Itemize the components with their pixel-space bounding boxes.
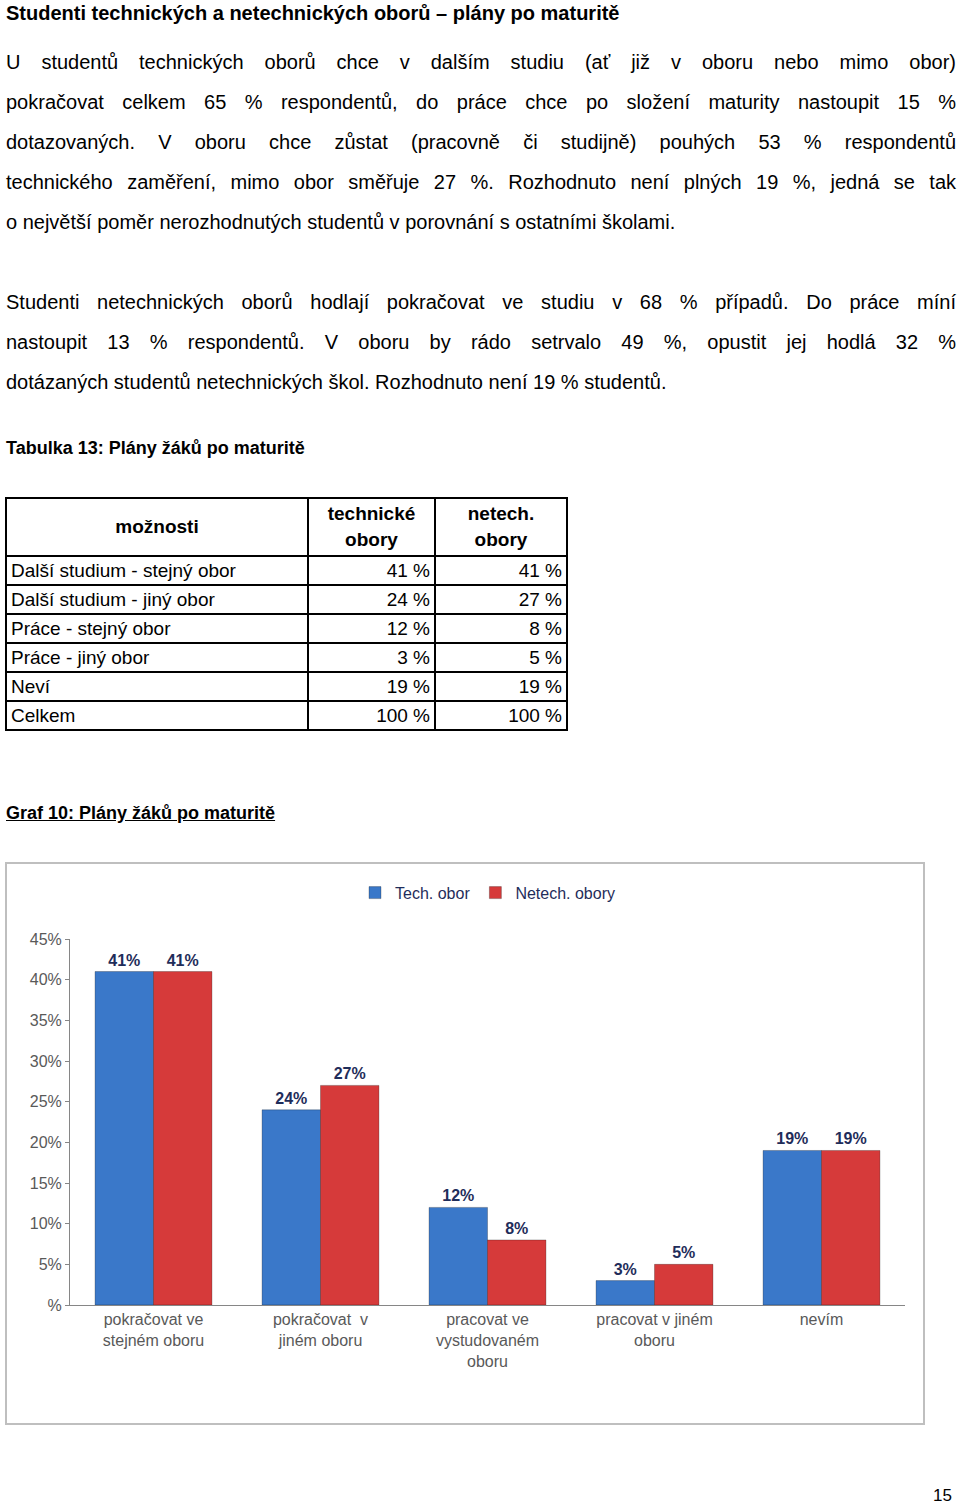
html-text:Celkem: Celkem [11,704,76,726]
html-text:15: 15 [933,1486,952,1505]
html-text:U studentů technických oborů c: U studentů technických oborů chce v dalš… [6,51,956,73]
html-text:Neví: Neví [11,675,51,697]
html-text:Graf 10: Plány žáků po maturit: Graf 10: Plány žáků po maturitě [6,803,276,823]
html-text:Práce - jiný obor: Práce - jiný obor [11,646,150,668]
html-text:Práce - stejný obor: Práce - stejný obor [11,617,171,639]
svg-text:35%: 35% [30,1012,62,1029]
svg-text:12%: 12% [442,1187,474,1204]
html-text:41 %: 41 % [518,559,562,581]
svg-text:5%: 5% [672,1244,695,1261]
html-text:5 %: 5 % [529,646,562,668]
html-text:technické obory: technické obory [327,503,416,550]
svg-text:3%: 3% [614,1261,637,1278]
html-text:19 %: 19 % [518,675,562,697]
svg-text:45%: 45% [30,931,62,948]
html-text:možnosti: možnosti [115,516,199,537]
html-text:19 %: 19 % [386,675,430,697]
html-text:100 %: 100 % [376,704,430,726]
svg-text:pracovat vevystudovanémoboru: pracovat vevystudovanémoboru [436,1311,539,1370]
html-text:41 %: 41 % [386,559,430,581]
svg-text:8%: 8% [505,1220,528,1237]
svg-text:40%: 40% [30,971,62,988]
svg-text:20%: 20% [30,1134,62,1151]
html-text:24 %: 24 % [386,588,430,610]
svg-text:Netech. obory: Netech. obory [515,885,615,902]
svg-text:27%: 27% [334,1065,366,1082]
html-text:Další studium - stejný obor: Další studium - stejný obor [11,559,236,581]
svg-text:pokračovat vestejném oboru: pokračovat vestejném oboru [103,1311,204,1349]
svg-text:Tech. obor: Tech. obor [395,885,470,902]
svg-text:pracovat v jinémoboru: pracovat v jinémoboru [596,1311,713,1349]
html-text:pokračovat celkem 65 % respond: pokračovat celkem 65 % respondentů, do p… [6,91,956,113]
svg-text:24%: 24% [275,1090,307,1107]
svg-text:41%: 41% [167,952,199,969]
html-text:Studenti netechnických oborů h: Studenti netechnických oborů hodlají pok… [6,291,956,313]
html-text:nastoupit 13 % respondentů. V: nastoupit 13 % respondentů. V oboru by r… [6,331,956,353]
html-text:dotázaných studentů netechnick: dotázaných studentů netechnických škol. … [6,371,667,393]
html-text:100 %: 100 % [508,704,562,726]
html-text:dotazovaných. V oboru chce zůs: dotazovaných. V oboru chce zůstat (praco… [6,131,956,153]
svg-text:%: % [48,1297,62,1314]
svg-text:19%: 19% [835,1130,867,1147]
svg-text:25%: 25% [30,1093,62,1110]
svg-text:15%: 15% [30,1175,62,1192]
html-text:o největší poměr nerozhodnutýc: o největší poměr nerozhodnutých studentů… [6,211,676,233]
html-text:3 %: 3 % [397,646,430,668]
svg-text:41%: 41% [108,952,140,969]
html-text:netech. obory: netech. obory [467,503,535,550]
html-text:27 %: 27 % [518,588,562,610]
html-text:12 %: 12 % [386,617,430,639]
html-text:Další studium - jiný obor: Další studium - jiný obor [11,588,215,610]
html-text:Tabulka 13: Plány žáků po matu: Tabulka 13: Plány žáků po maturitě [6,438,305,458]
html-text:8 %: 8 % [529,617,562,639]
svg-text:19%: 19% [776,1130,808,1147]
svg-text:30%: 30% [30,1053,62,1070]
svg-text:10%: 10% [30,1215,62,1232]
svg-text:5%: 5% [39,1256,62,1273]
html-text:Studenti technických a netechn: Studenti technických a netechnických obo… [6,2,620,24]
html-text:technického zaměření, mimo obo: technického zaměření, mimo obor směřuje … [6,171,956,193]
svg-text:nevím: nevím [800,1311,844,1328]
svg-text:pokračovat vjiném oboru: pokračovat vjiném oboru [273,1311,368,1349]
